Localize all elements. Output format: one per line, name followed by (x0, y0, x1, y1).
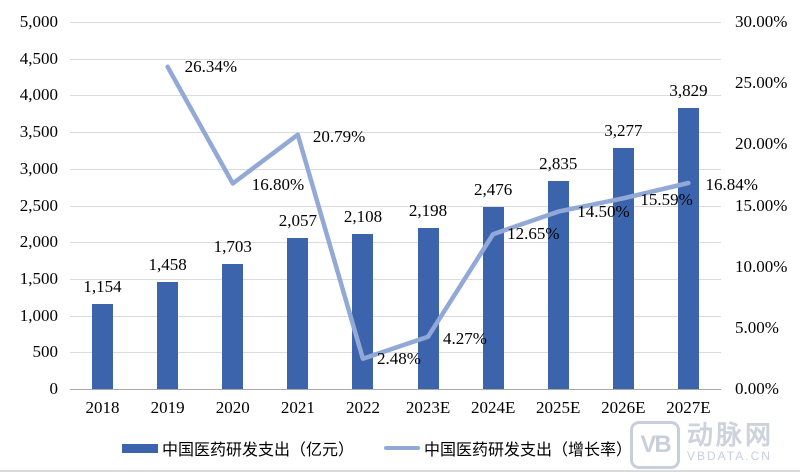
left-axis-tick: 500 (32, 342, 59, 362)
bar-value-label: 2,057 (278, 211, 317, 231)
bar-2022 (352, 234, 374, 389)
right-axis-tick: 30.00% (735, 12, 788, 31)
bar-value-label: 2,835 (539, 153, 578, 173)
bar-2018 (92, 304, 114, 389)
growth-rate-label: 16.84% (705, 174, 758, 194)
x-axis-label-2021: 2021 (280, 398, 315, 417)
left-axis-tick: 4,000 (19, 85, 58, 105)
chart-legend: 中国医药研发支出（亿元） 中国医药研发支出（增长率） (0, 435, 800, 461)
left-axis-tick: 0 (49, 379, 59, 398)
bar-2026E (612, 148, 634, 389)
right-axis-tick: 10.00% (735, 256, 788, 276)
left-axis-tick: 4,500 (19, 48, 58, 68)
x-axis-label-2018: 2018 (85, 398, 120, 417)
x-axis-label-2026E: 2026E (601, 398, 646, 417)
left-axis-tick: 5,000 (19, 12, 58, 31)
bar-value-label: 1,703 (213, 236, 252, 256)
growth-rate-label: 2.48% (376, 348, 421, 368)
right-axis-tick: 5.00% (735, 317, 779, 337)
left-axis-tick: 1,500 (19, 268, 58, 288)
bar-series-label: 中国医药研发支出（亿元） (162, 442, 355, 459)
left-axis-tick: 2,000 (19, 232, 58, 252)
growth-rate-label: 12.65% (507, 224, 560, 244)
left-axis-tick: 3,000 (19, 158, 58, 178)
growth-rate-label: 20.79% (312, 126, 366, 146)
bar-2025E (547, 180, 569, 389)
bar-value-label: 2,198 (408, 200, 448, 220)
growth-rate-label: 15.59% (640, 190, 693, 210)
growth-rate-label: 16.80% (251, 175, 305, 195)
legend-entry-growth-rate: 中国医药研发支出（增长率） (384, 435, 632, 461)
bar-2020 (222, 263, 244, 389)
x-axis-label-2027E: 2027E (666, 398, 711, 417)
bar-value-label: 1,154 (83, 277, 122, 297)
x-axis-label-2020: 2020 (215, 398, 250, 417)
line-series-label: 中国医药研发支出（增长率） (424, 442, 633, 459)
bar-2021 (287, 238, 309, 389)
gridline (70, 95, 721, 97)
growth-rate-label: 14.50% (577, 201, 630, 221)
vb-logo-icon: VB (630, 421, 680, 469)
line-series-swatch (384, 446, 420, 450)
right-axis-tick: 15.00% (735, 195, 788, 215)
right-axis-tick: 20.00% (735, 134, 788, 154)
bar-2027E (677, 107, 699, 389)
left-axis-tick: 1,000 (19, 305, 58, 325)
right-axis-tick: 0.00% (735, 379, 779, 398)
left-axis-tick: 2,500 (19, 195, 58, 215)
bar-value-label: 3,277 (604, 121, 643, 141)
x-axis-line (70, 389, 721, 390)
bar-value-label: 2,108 (343, 207, 383, 227)
right-axis-tick: 25.00% (735, 73, 788, 93)
x-axis-label-2022: 2022 (345, 398, 380, 417)
bottom-divider (0, 470, 800, 472)
growth-rate-label: 26.34% (184, 56, 238, 76)
x-axis-label-2023E: 2023E (405, 398, 451, 417)
gridline (70, 58, 721, 60)
bar-value-label: 3,829 (669, 80, 708, 100)
x-axis-label-2024E: 2024E (470, 398, 516, 417)
bar-2019 (157, 281, 179, 389)
bar-2024E (482, 207, 504, 389)
legend-entry-expenditure: 中国医药研发支出（亿元） (122, 435, 354, 461)
x-axis-label-2025E: 2025E (536, 398, 581, 417)
growth-rate-label: 4.27% (443, 328, 487, 348)
bar-value-label: 1,458 (148, 254, 187, 274)
x-axis-label-2019: 2019 (150, 398, 185, 417)
vbdata-watermark: VB 动脉网 VBDATA.CN (630, 421, 774, 469)
watermark-site: VBDATA.CN (687, 449, 772, 463)
watermark-brand: 动脉网 (687, 420, 775, 450)
left-axis-tick: 3,500 (19, 122, 58, 142)
bar-series-swatch (122, 443, 158, 453)
gridline (70, 22, 721, 23)
bar-value-label: 2,476 (474, 180, 513, 200)
